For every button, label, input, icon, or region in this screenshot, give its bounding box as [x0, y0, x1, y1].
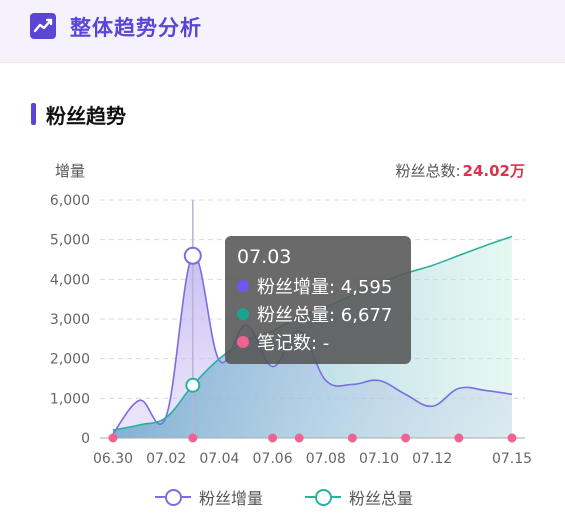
- tooltip-date: 07.03: [237, 246, 292, 268]
- notes-markers: [108, 433, 517, 443]
- fans-total-summary: 粉丝总数: 24.02万: [395, 160, 525, 181]
- section-header: 整体趋势分析: [0, 0, 565, 63]
- y-tick-label: 6,000: [50, 193, 90, 209]
- note-marker: [268, 433, 278, 443]
- tooltip-row-fans-total: 粉丝总量: 6,677: [237, 300, 399, 328]
- tooltip-dot: [237, 280, 249, 292]
- y-tick-label: 0: [81, 431, 90, 447]
- x-axis-ticks: 06.30 07.02 07.04 07.06 07.08 07.10 07.12 07.15: [93, 451, 532, 467]
- note-marker: [294, 433, 304, 443]
- x-tick-label: 07.04: [199, 451, 239, 467]
- tooltip-dot: [237, 336, 249, 348]
- y-tick-label: 5,000: [50, 233, 90, 249]
- chart-legend: 粉丝增量 粉丝总量: [0, 485, 565, 509]
- legend-label: 粉丝总量: [349, 489, 414, 508]
- legend-label: 粉丝增量: [199, 489, 264, 508]
- hover-points: [183, 246, 202, 393]
- hover-point-fans-total: [185, 377, 201, 393]
- fans-total-label: 粉丝总数:: [395, 162, 461, 180]
- note-marker: [347, 433, 357, 443]
- y-tick-label: 2,000: [50, 352, 90, 368]
- note-marker: [507, 433, 517, 443]
- note-marker: [108, 433, 118, 443]
- x-tick-label: 07.10: [359, 451, 399, 467]
- tooltip-dot: [237, 308, 249, 320]
- hover-point-fans-increase: [183, 246, 202, 265]
- tooltip-row-fans-increase: 粉丝增量: 4,595: [237, 272, 399, 300]
- y-tick-label: 1,000: [50, 391, 90, 407]
- legend-marker: [305, 487, 341, 507]
- chart-tooltip: 07.03 粉丝增量: 4,595 粉丝总量: 6,677 笔记数: -: [225, 236, 411, 364]
- note-marker: [401, 433, 411, 443]
- trend-up-icon: [30, 13, 56, 39]
- legend-item-fans-increase[interactable]: 粉丝增量: [155, 485, 263, 509]
- x-tick-label: 07.06: [253, 451, 293, 467]
- legend-marker: [155, 487, 191, 507]
- note-marker: [188, 433, 198, 443]
- y-tick-label: 3,000: [50, 312, 90, 328]
- fans-total-value: 24.02万: [462, 162, 525, 180]
- y-axis-unit-label: 增量: [55, 162, 86, 180]
- section-accent-bar: [31, 103, 36, 125]
- x-tick-label: 07.15: [492, 451, 532, 467]
- section-title: 粉丝趋势: [46, 104, 126, 128]
- y-tick-label: 4,000: [50, 272, 90, 288]
- x-tick-label: 07.08: [306, 451, 346, 467]
- tooltip-row-label: 粉丝总量: 6,677: [257, 305, 393, 326]
- y-axis-ticks: 0 1,000 2,000 3,000 4,000 5,000 6,000: [50, 193, 90, 447]
- x-tick-label: 07.12: [412, 451, 452, 467]
- x-tick-label: 06.30: [93, 451, 133, 467]
- legend-item-fans-total[interactable]: 粉丝总量: [305, 485, 413, 509]
- note-marker: [454, 433, 464, 443]
- tooltip-row-label: 粉丝增量: 4,595: [257, 277, 393, 298]
- x-tick-label: 07.02: [146, 451, 186, 467]
- page-title: 整体趋势分析: [70, 16, 202, 40]
- tooltip-row-notes: 笔记数: -: [237, 328, 399, 356]
- tooltip-row-label: 笔记数: -: [257, 333, 330, 354]
